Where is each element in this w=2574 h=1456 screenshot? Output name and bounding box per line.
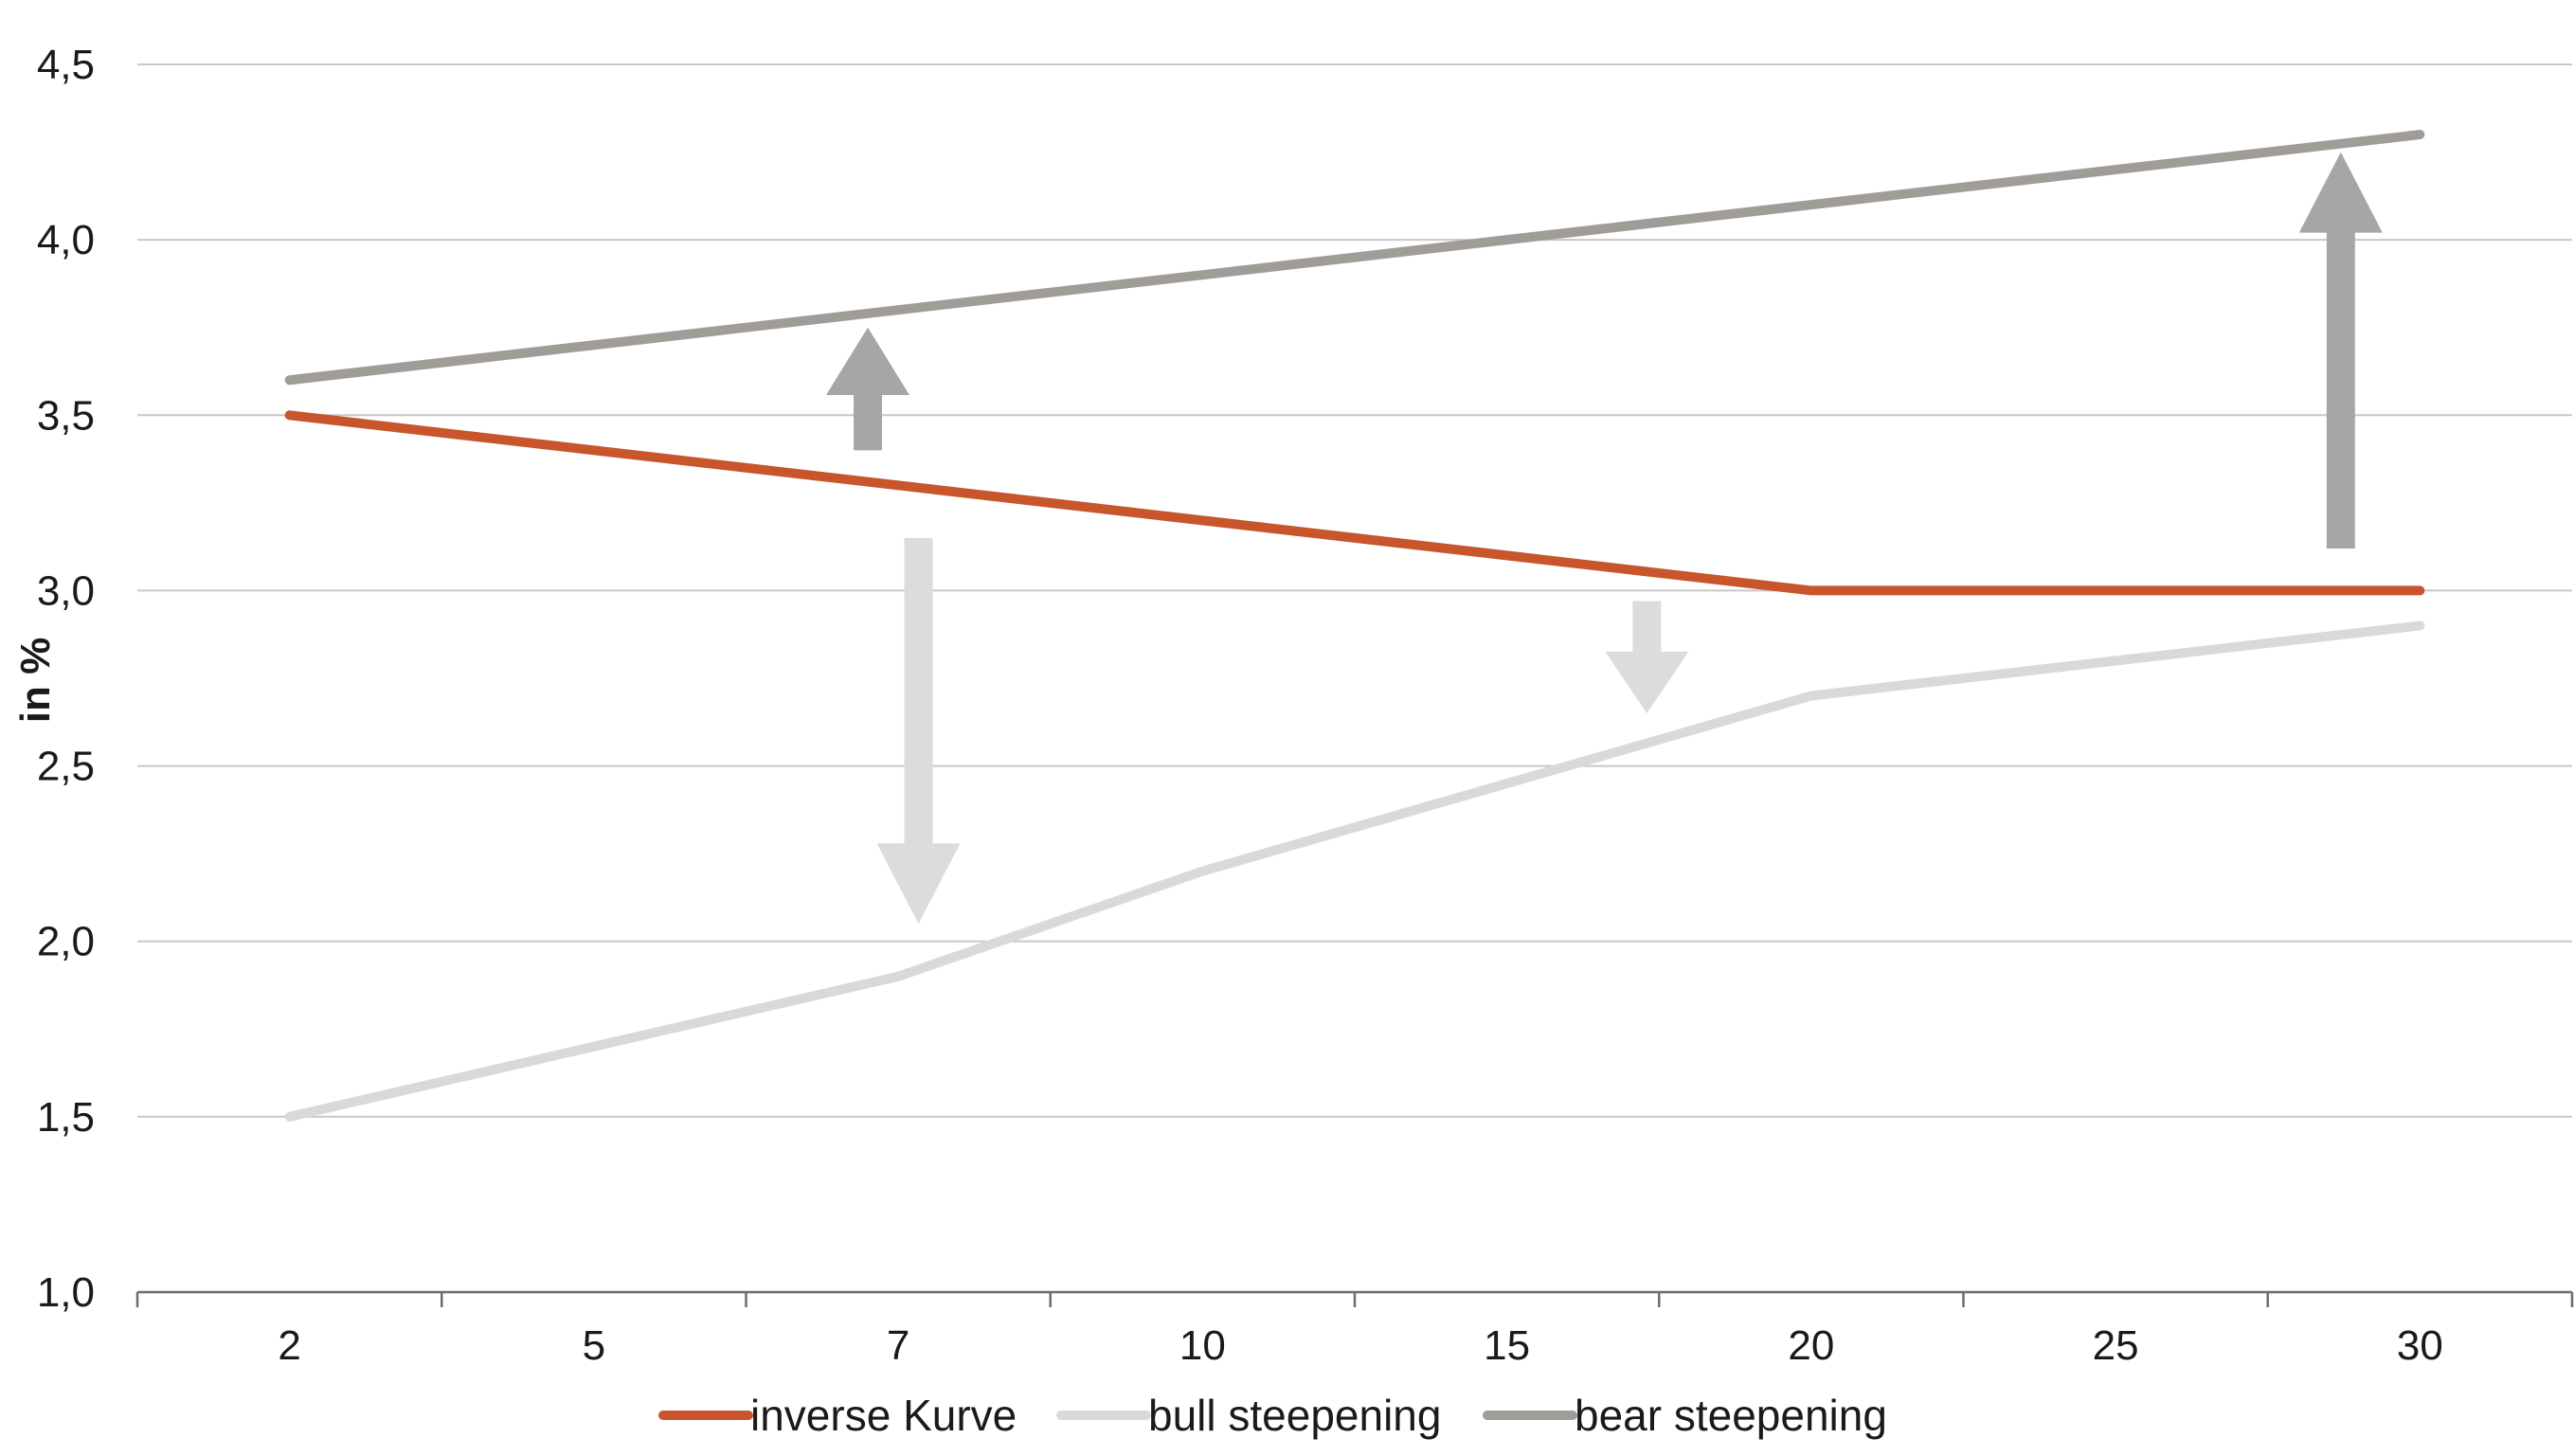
x-tick-label: 30 xyxy=(2397,1322,2443,1369)
x-tick-label: 7 xyxy=(887,1322,909,1369)
y-tick-label: 2,5 xyxy=(37,744,95,790)
y-axis: 1,0 1,5 2,0 2,5 3,0 3,5 4,0 4,5 xyxy=(37,42,95,1316)
down-arrow-icon xyxy=(1605,601,1689,714)
series-line-inverse-kurve xyxy=(284,410,2425,596)
series-lines xyxy=(284,130,2425,1122)
y-tick-label: 3,5 xyxy=(37,392,95,439)
x-tick-label: 2 xyxy=(278,1322,300,1369)
x-tick-label: 20 xyxy=(1788,1322,1834,1369)
down-arrow-icon xyxy=(876,537,961,925)
legend-label: bear steepening xyxy=(1575,1391,1887,1440)
x-tick-label: 10 xyxy=(1179,1322,1226,1369)
y-tick-label: 4,5 xyxy=(37,42,95,88)
annotation-arrows xyxy=(826,152,2383,925)
legend: inverse Kurve bull steepening bear steepen… xyxy=(658,1391,1887,1440)
y-tick-label: 2,0 xyxy=(37,919,95,965)
y-tick-label: 3,0 xyxy=(37,567,95,614)
y-tick-label: 1,5 xyxy=(37,1094,95,1141)
series-line-bear-steepening xyxy=(284,130,2425,386)
x-tick-label: 25 xyxy=(2093,1322,2139,1369)
grid-lines xyxy=(137,63,2572,1118)
x-tick-label: 15 xyxy=(1484,1322,1530,1369)
y-axis-label: in % xyxy=(12,638,59,723)
up-arrow-icon xyxy=(2298,152,2383,548)
series-line-bull-steepening xyxy=(284,620,2425,1122)
legend-label: bull steepening xyxy=(1148,1391,1441,1440)
x-axis xyxy=(135,1290,2574,1307)
y-tick-label: 1,0 xyxy=(37,1269,95,1316)
x-tick-label: 5 xyxy=(583,1322,605,1369)
y-tick-label: 4,0 xyxy=(37,217,95,263)
legend-label: inverse Kurve xyxy=(750,1391,1017,1440)
up-arrow-icon xyxy=(826,327,909,451)
x-tick-labels: 2 5 7 10 15 20 25 30 xyxy=(278,1322,2442,1369)
